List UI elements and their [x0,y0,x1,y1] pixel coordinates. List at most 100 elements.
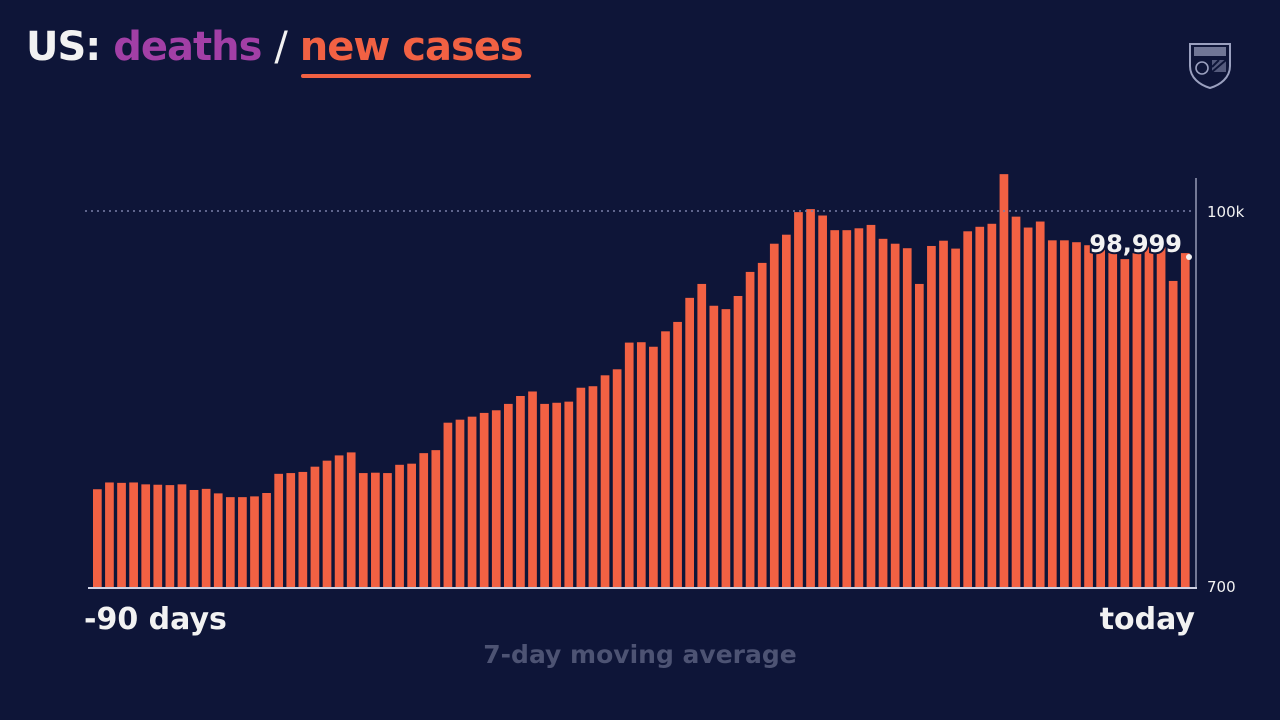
bar-day-52 [709,305,719,587]
bar-day-71 [939,240,948,587]
bar-day-73 [963,231,973,588]
bar-day-91 [1180,253,1190,588]
y-tick-label-100k: 100k [1207,203,1245,221]
bar-day-79 [1035,221,1045,587]
bar-day-7 [165,485,175,587]
bar-day-16 [274,473,284,587]
bar-day-49 [673,321,682,587]
bar-day-60 [806,209,815,587]
bar-day-22 [346,452,356,587]
bar-day-17 [286,473,296,587]
bar-day-68 [902,248,912,587]
bar-day-58 [782,234,791,587]
bar-day-77 [1011,216,1021,587]
bar-day-86 [1120,259,1130,587]
latest-value-dot [1186,254,1192,260]
bar-day-75 [987,223,997,587]
bar-day-67 [890,243,900,587]
bar-day-46 [636,342,646,587]
bar-day-51 [697,283,707,587]
bar-day-20 [322,460,332,587]
bar-day-19 [310,466,320,587]
bar-day-21 [334,455,344,587]
bar-day-45 [624,342,634,587]
bar-day-42 [588,386,598,587]
bar-day-24 [371,472,380,587]
bar-day-38 [540,403,549,587]
bar-day-2 [105,482,114,587]
bar-day-53 [721,309,731,587]
bar-day-61 [818,215,827,587]
bar-day-4 [129,482,138,587]
bar-day-13 [238,497,247,587]
bar-day-25 [383,473,392,587]
bar-day-74 [975,226,985,588]
bar-day-32 [467,416,477,587]
chart-title: US: deaths / new cases [26,24,524,70]
bar-day-62 [830,230,840,587]
bar-day-26 [395,464,404,587]
bar-day-59 [794,212,803,587]
bar-day-8 [177,484,187,587]
university-shield-icon [1189,43,1231,90]
title-separator: / [274,24,288,70]
bar-day-43 [600,375,610,587]
x-start-label: -90 days [84,602,227,637]
bar-day-70 [927,245,936,587]
latest-value-label: 98,999 [1089,230,1182,258]
bar-day-84 [1096,248,1105,587]
bar-day-5 [141,484,151,587]
deaths-toggle[interactable]: deaths [113,24,262,70]
bar-day-66 [878,238,888,587]
bar-day-35 [503,403,513,587]
bar-day-82 [1072,242,1081,587]
x-end-label: today [1099,602,1195,637]
bar-day-44 [612,369,622,587]
bar-day-40 [564,401,574,587]
bar-day-9 [189,489,199,587]
bar-day-30 [443,422,453,587]
bar-day-10 [201,488,211,587]
bar-day-63 [842,230,852,587]
bar-day-89 [1156,247,1166,587]
bar-day-72 [951,248,960,587]
bar-day-11 [213,493,223,587]
bar-day-80 [1047,240,1057,587]
bar-day-54 [733,295,743,587]
active-tab-underline [301,74,531,78]
bar-day-47 [649,346,658,587]
bar-day-36 [516,395,525,587]
bar-day-57 [769,243,779,587]
bar-day-29 [431,450,441,587]
bar-day-55 [745,271,755,587]
bar-day-78 [1023,227,1033,588]
bar-day-3 [117,482,126,587]
bar-day-65 [866,224,876,587]
bar-day-27 [407,463,416,587]
bar-day-41 [576,387,586,587]
title-prefix: US: [26,24,101,70]
bar-day-83 [1084,245,1093,587]
bar-day-23 [358,473,368,587]
bar-day-1 [93,489,102,587]
new-cases-toggle[interactable]: new cases [299,24,524,70]
bar-day-87 [1132,250,1142,588]
bar-day-31 [455,419,465,587]
bar-day-81 [1060,240,1069,587]
bar-day-18 [298,471,308,587]
bar-day-85 [1108,252,1118,588]
bar-day-76 [999,174,1009,587]
bar-day-14 [250,496,259,587]
bar-day-39 [552,402,562,587]
bar-day-50 [685,297,695,587]
bar-day-88 [1144,246,1154,587]
bar-day-56 [757,262,767,587]
bar-day-33 [479,412,489,587]
bar-day-69 [914,283,924,587]
bar-day-64 [854,228,864,588]
bar-day-12 [225,497,235,587]
y-tick-label-700: 700 [1207,578,1236,596]
bar-day-6 [153,484,163,587]
bar-day-90 [1168,280,1178,587]
